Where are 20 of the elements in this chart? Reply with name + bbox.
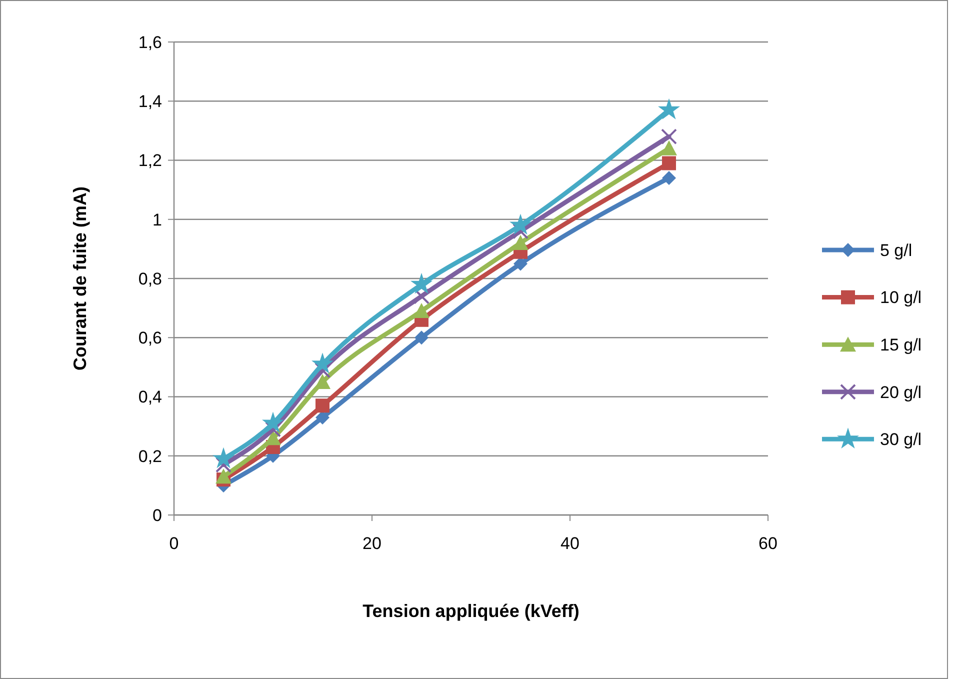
legend-label: 5 g/l (880, 240, 912, 260)
x-tick-label: 20 (362, 534, 382, 553)
y-tick-label: 0 (152, 506, 162, 525)
y-tick-label: 1 (152, 210, 162, 230)
x-axis-title: Tension appliquée (kVeff) (362, 601, 580, 621)
x-tick-label: 0 (169, 534, 179, 553)
y-tick-label: 1,4 (138, 92, 162, 112)
x-tick-label: 40 (560, 534, 580, 553)
legend-label: 15 g/l (880, 336, 922, 355)
y-tick-label: 0,6 (138, 328, 162, 348)
y-tick-label: 0,2 (138, 446, 162, 466)
y-tick-label: 0,4 (138, 388, 162, 407)
legend-label: 10 g/l (880, 288, 922, 308)
y-tick-label: 1,2 (138, 151, 162, 170)
y-tick-label: 1,6 (138, 32, 162, 52)
y-tick-label: 0,8 (138, 269, 162, 288)
y-axis-title: Courant de fuite (mA) (70, 186, 90, 370)
legend-label: 30 g/l (880, 430, 922, 450)
x-tick-label: 60 (758, 534, 778, 553)
legend-label: 20 g/l (880, 382, 922, 402)
